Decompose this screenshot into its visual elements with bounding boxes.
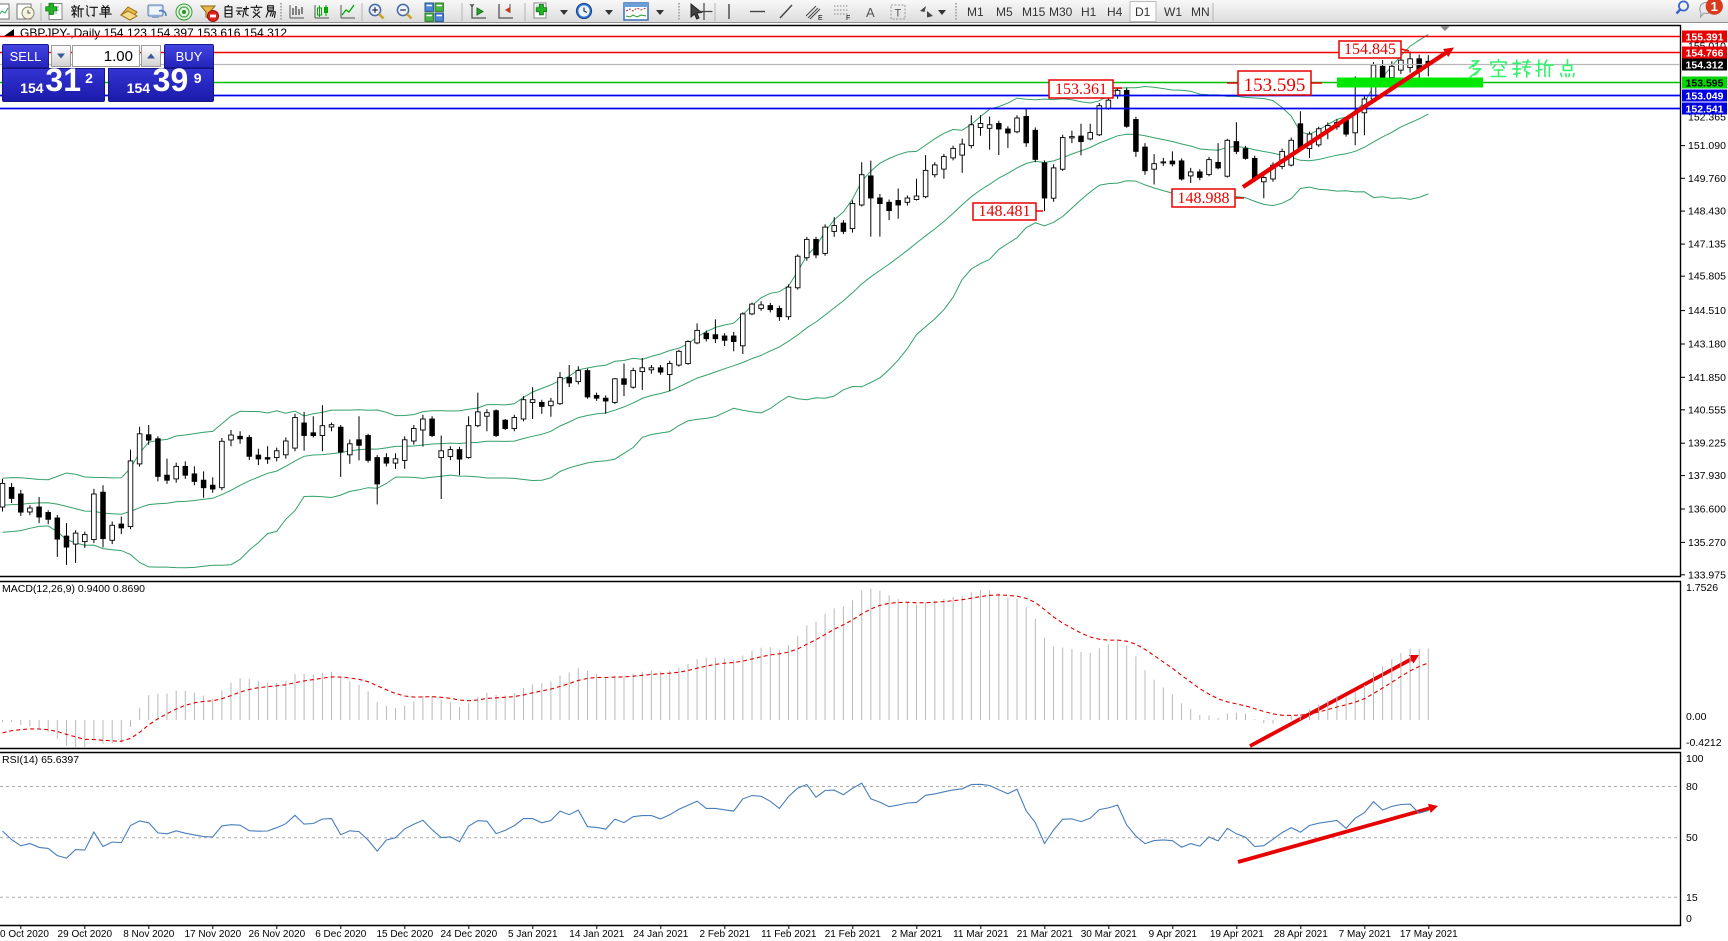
svg-text:GBPJPY-,Daily 154.123 154.397: GBPJPY-,Daily 154.123 154.397 153.616 15… bbox=[20, 26, 287, 40]
svg-text:M5: M5 bbox=[996, 5, 1013, 19]
svg-text:151.090: 151.090 bbox=[1688, 140, 1726, 152]
svg-text:143.180: 143.180 bbox=[1688, 339, 1726, 351]
svg-text:153.361: 153.361 bbox=[1055, 81, 1107, 98]
svg-text:154.312: 154.312 bbox=[1686, 59, 1724, 71]
svg-text:17 May 2021: 17 May 2021 bbox=[1400, 929, 1458, 940]
svg-text:M1: M1 bbox=[967, 5, 984, 19]
svg-text:2 Feb 2021: 2 Feb 2021 bbox=[699, 929, 750, 940]
svg-text:28 Apr 2021: 28 Apr 2021 bbox=[1274, 929, 1328, 940]
svg-text:148.481: 148.481 bbox=[979, 203, 1031, 220]
svg-text:149.760: 149.760 bbox=[1688, 173, 1726, 185]
svg-text:9 Apr 2021: 9 Apr 2021 bbox=[1149, 929, 1198, 940]
svg-text:MN: MN bbox=[1191, 5, 1210, 19]
svg-text:153.049: 153.049 bbox=[1686, 90, 1724, 102]
svg-text:29 Oct 2020: 29 Oct 2020 bbox=[58, 929, 113, 940]
svg-text:24 Dec 2020: 24 Dec 2020 bbox=[440, 929, 497, 940]
svg-text:W1: W1 bbox=[1164, 5, 1182, 19]
svg-text:145.805: 145.805 bbox=[1688, 271, 1726, 283]
svg-text:30 Mar 2021: 30 Mar 2021 bbox=[1081, 929, 1138, 940]
svg-text:T: T bbox=[895, 8, 902, 20]
svg-text:137.930: 137.930 bbox=[1688, 470, 1726, 482]
svg-text:154.766: 154.766 bbox=[1686, 47, 1724, 59]
svg-text:153.595: 153.595 bbox=[1686, 77, 1724, 89]
svg-text:E: E bbox=[818, 15, 823, 22]
svg-text:6 Dec 2020: 6 Dec 2020 bbox=[315, 929, 367, 940]
svg-text:11 Feb 2021: 11 Feb 2021 bbox=[761, 929, 817, 940]
svg-text:154.845: 154.845 bbox=[1344, 41, 1396, 58]
svg-text:148.430: 148.430 bbox=[1688, 206, 1726, 218]
svg-text:140.555: 140.555 bbox=[1688, 404, 1726, 416]
svg-text:148.988: 148.988 bbox=[1178, 190, 1230, 207]
svg-text:26 Nov 2020: 26 Nov 2020 bbox=[248, 929, 305, 940]
svg-text:153.595: 153.595 bbox=[1244, 75, 1306, 96]
svg-text:147.135: 147.135 bbox=[1688, 239, 1726, 251]
svg-text:M15: M15 bbox=[1022, 5, 1046, 19]
svg-text:1.7526: 1.7526 bbox=[1686, 582, 1718, 594]
svg-text:50: 50 bbox=[1686, 832, 1698, 844]
svg-text:MACD(12,26,9) 0.9400 0.8690: MACD(12,26,9) 0.9400 0.8690 bbox=[2, 583, 145, 595]
svg-text:RSI(14) 65.6397: RSI(14) 65.6397 bbox=[2, 754, 79, 766]
svg-text:11 Mar 2021: 11 Mar 2021 bbox=[953, 929, 1009, 940]
svg-text:D1: D1 bbox=[1135, 5, 1151, 19]
svg-text:H4: H4 bbox=[1107, 5, 1123, 19]
svg-text:136.600: 136.600 bbox=[1688, 504, 1726, 516]
svg-text:144.510: 144.510 bbox=[1688, 305, 1726, 317]
svg-text:1: 1 bbox=[1711, 0, 1718, 14]
svg-text:0 Oct 2020: 0 Oct 2020 bbox=[0, 929, 49, 940]
svg-text:100: 100 bbox=[1686, 753, 1704, 765]
svg-text:17 Nov 2020: 17 Nov 2020 bbox=[184, 929, 241, 940]
svg-text:M30: M30 bbox=[1049, 5, 1073, 19]
svg-text:0: 0 bbox=[1686, 913, 1692, 925]
svg-text:-0.4212: -0.4212 bbox=[1686, 737, 1722, 749]
svg-text:80: 80 bbox=[1686, 781, 1698, 793]
svg-text:H1: H1 bbox=[1081, 5, 1097, 19]
svg-text:24 Jan 2021: 24 Jan 2021 bbox=[633, 929, 688, 940]
svg-text:152.541: 152.541 bbox=[1686, 103, 1724, 115]
svg-text:A: A bbox=[866, 5, 875, 20]
svg-text:15: 15 bbox=[1686, 892, 1698, 904]
svg-text:15 Dec 2020: 15 Dec 2020 bbox=[376, 929, 433, 940]
svg-text:2 Mar 2021: 2 Mar 2021 bbox=[892, 929, 943, 940]
svg-text:7 May 2021: 7 May 2021 bbox=[1339, 929, 1392, 940]
svg-text:139.225: 139.225 bbox=[1688, 438, 1726, 450]
svg-text:21 Mar 2021: 21 Mar 2021 bbox=[1017, 929, 1074, 940]
svg-text:F: F bbox=[846, 15, 850, 22]
svg-text:5 Jan 2021: 5 Jan 2021 bbox=[508, 929, 558, 940]
svg-text:19 Apr 2021: 19 Apr 2021 bbox=[1210, 929, 1264, 940]
svg-text:155.391: 155.391 bbox=[1686, 31, 1724, 43]
svg-text:135.270: 135.270 bbox=[1688, 537, 1726, 549]
svg-text:0.00: 0.00 bbox=[1686, 711, 1707, 723]
svg-text:133.975: 133.975 bbox=[1688, 569, 1726, 581]
svg-text:21 Feb 2021: 21 Feb 2021 bbox=[825, 929, 882, 940]
svg-text:14 Jan 2021: 14 Jan 2021 bbox=[569, 929, 624, 940]
svg-text:141.850: 141.850 bbox=[1688, 372, 1726, 384]
svg-text:8 Nov 2020: 8 Nov 2020 bbox=[123, 929, 175, 940]
